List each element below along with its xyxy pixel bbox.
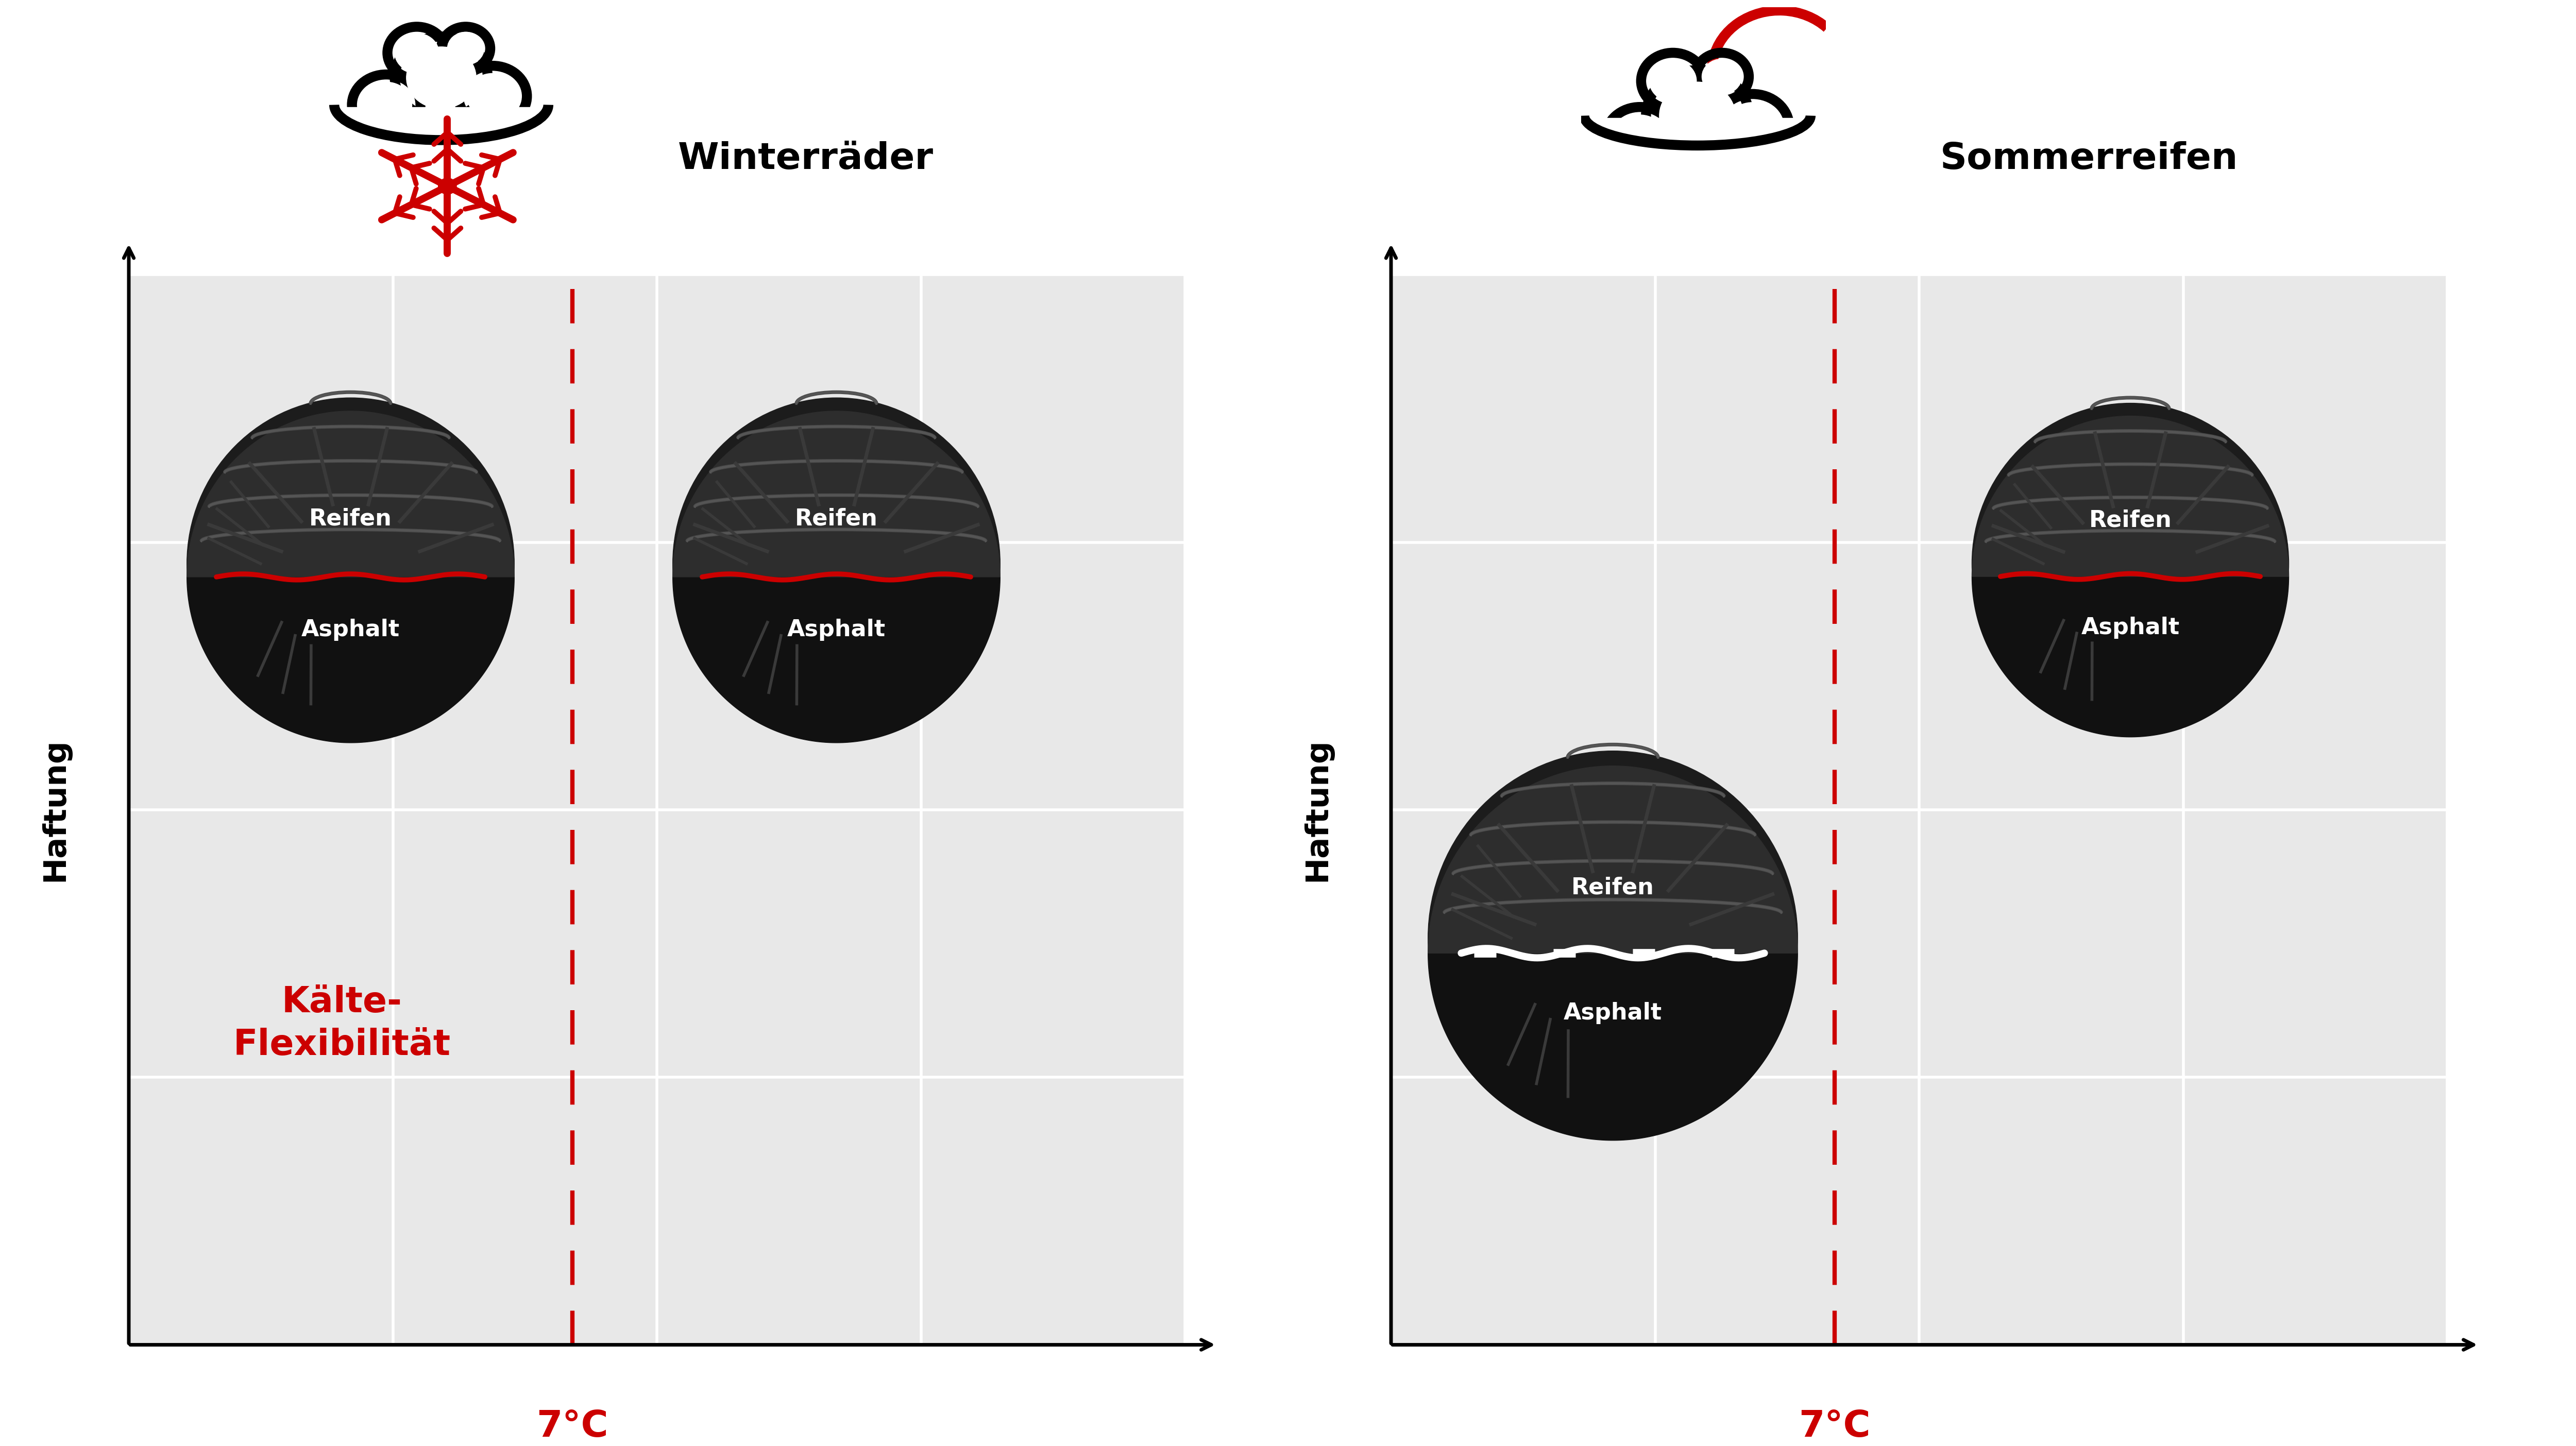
Polygon shape: [1973, 577, 2290, 737]
Polygon shape: [1427, 766, 1798, 953]
Circle shape: [1659, 82, 1736, 149]
Text: Reifen: Reifen: [309, 508, 392, 529]
Polygon shape: [258, 107, 626, 268]
Circle shape: [1973, 403, 2290, 724]
Polygon shape: [1427, 953, 1798, 1141]
Circle shape: [672, 398, 999, 729]
Circle shape: [1726, 103, 1780, 150]
Text: Kälte-
Flexibilität: Kälte- Flexibilität: [232, 985, 451, 1063]
Text: Asphalt: Asphalt: [788, 619, 886, 641]
Circle shape: [394, 33, 438, 72]
Circle shape: [361, 82, 412, 127]
Circle shape: [438, 178, 456, 194]
Circle shape: [448, 32, 484, 65]
Circle shape: [1703, 59, 1741, 94]
Circle shape: [1427, 750, 1798, 1125]
Text: Reifen: Reifen: [2089, 509, 2172, 531]
Text: Sommerreifen: Sommerreifen: [1940, 142, 2239, 176]
Polygon shape: [672, 577, 999, 743]
Polygon shape: [1520, 119, 1888, 268]
Circle shape: [466, 74, 518, 119]
Text: 7°C: 7°C: [536, 1408, 608, 1445]
Text: 7°C: 7°C: [1798, 1408, 1870, 1445]
Text: Winterräder: Winterräder: [677, 142, 933, 176]
Text: Asphalt: Asphalt: [2081, 617, 2179, 639]
Text: Asphalt: Asphalt: [1564, 1002, 1662, 1024]
Text: Haftung: Haftung: [39, 737, 70, 882]
Circle shape: [1615, 114, 1664, 161]
Text: Haftung: Haftung: [1301, 737, 1332, 882]
Polygon shape: [672, 411, 999, 577]
Polygon shape: [188, 577, 515, 743]
Circle shape: [407, 46, 477, 108]
Circle shape: [1649, 61, 1698, 101]
Circle shape: [188, 398, 515, 729]
Text: Asphalt: Asphalt: [301, 619, 399, 641]
Text: Reifen: Reifen: [1571, 876, 1654, 898]
Polygon shape: [1973, 416, 2290, 577]
Text: Reifen: Reifen: [796, 508, 878, 529]
Polygon shape: [188, 411, 515, 577]
